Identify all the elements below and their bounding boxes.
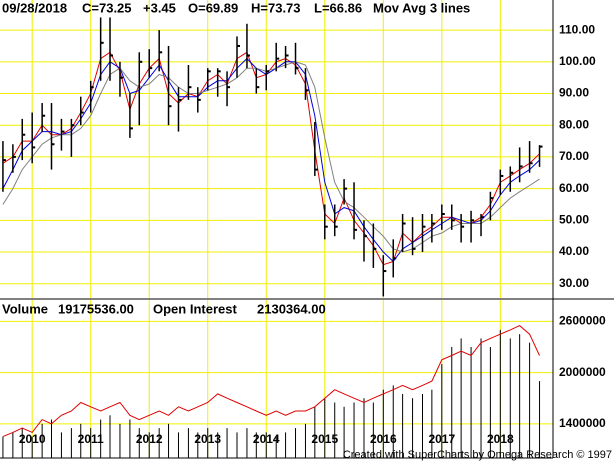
study-label: Mov Avg 3 lines: [373, 0, 470, 15]
x-tick-label: 2011: [78, 432, 104, 446]
low-label: L=66.86: [314, 0, 362, 15]
oi-label: Open Interest: [153, 301, 237, 316]
x-tick-label: 2015: [311, 432, 338, 446]
volume-label: Volume: [2, 301, 48, 316]
y-tick-label: 40.00: [559, 244, 589, 258]
close-label: C=73.25: [82, 0, 132, 15]
oi-value: 2130364.00: [257, 301, 326, 316]
volume-value: 19175536.00: [58, 301, 134, 316]
x-tick-label: 2010: [19, 432, 46, 446]
x-tick-label: 2016: [370, 432, 397, 446]
moving-average: [2, 61, 540, 253]
y-tick-label: 2000000: [559, 365, 606, 379]
footer: Created with SuperCharts by Omega Resear…: [343, 449, 612, 461]
x-tick-label: 2014: [253, 432, 280, 446]
y-tick-label: 30.00: [559, 276, 589, 290]
open-label: O=69.89: [188, 0, 238, 15]
y-tick-label: 60.00: [559, 181, 589, 195]
y-tick-label: 90.00: [559, 86, 589, 100]
y-tick-label: 100.00: [559, 54, 596, 68]
x-tick-label: 2018: [487, 432, 514, 446]
y-tick-label: 110.00: [559, 22, 595, 36]
y-tick-label: 1400000: [559, 416, 606, 430]
change: +3.45: [143, 0, 176, 15]
x-tick-label: 2013: [194, 432, 221, 446]
y-tick-label: 80.00: [559, 117, 589, 131]
x-tick-label: 2017: [428, 432, 455, 446]
moving-average: [2, 57, 540, 263]
date: 09/28/2018: [2, 0, 67, 15]
y-tick-label: 2600000: [559, 314, 606, 328]
open-interest-line: [2, 325, 540, 438]
high-label: H=73.73: [251, 0, 301, 15]
y-tick-label: 70.00: [559, 149, 589, 163]
y-tick-label: 50.00: [559, 213, 589, 227]
x-tick-label: 2012: [136, 432, 163, 446]
